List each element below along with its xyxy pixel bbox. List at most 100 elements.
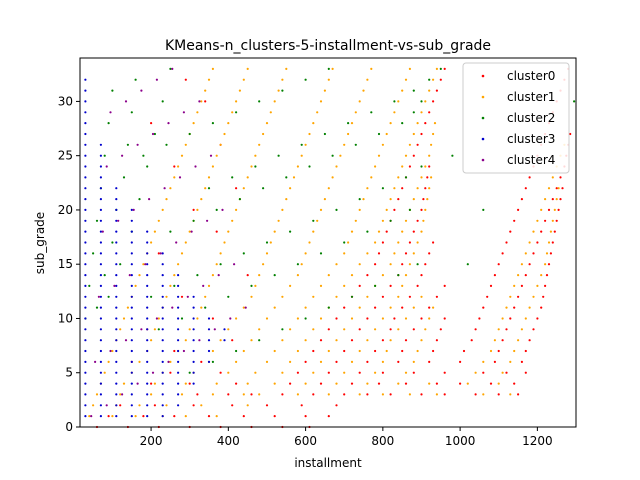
- cluster1-point-155: [138, 274, 141, 277]
- cluster3-point-151: [84, 165, 87, 168]
- cluster3-point-113: [84, 263, 87, 266]
- cluster1-point-286: [343, 143, 346, 146]
- cluster3-point-10: [146, 404, 149, 407]
- cluster1-point-294: [308, 132, 311, 136]
- cluster3-point-13: [84, 393, 87, 396]
- cluster1-point-327: [428, 89, 431, 92]
- y-tick-label-0: 0: [65, 420, 73, 434]
- cluster3-point-35: [192, 371, 195, 374]
- cluster1-point-312: [393, 111, 396, 114]
- cluster3-point-137: [115, 219, 118, 222]
- cluster0-point-10: [173, 415, 176, 418]
- cluster3-point-37: [99, 360, 102, 363]
- cluster1-point-95: [188, 328, 191, 331]
- cluster1-point-270: [401, 165, 404, 168]
- cluster1-point-52: [474, 371, 477, 374]
- cluster1-point-92: [517, 339, 520, 342]
- cluster3-point-115: [115, 263, 118, 266]
- cluster0-point-8: [107, 415, 110, 418]
- cluster1-point-39: [466, 382, 469, 385]
- cluster1-point-275: [254, 154, 257, 157]
- cluster3-point-155: [84, 143, 87, 146]
- cluster1-point-48: [312, 371, 315, 374]
- cluster1-point-54: [107, 360, 110, 363]
- cluster4-point-3: [136, 382, 139, 385]
- cluster0-point-119: [401, 263, 404, 266]
- cluster0-point-121: [497, 263, 500, 266]
- cluster0-point-86: [420, 317, 423, 320]
- cluster0-point-14: [304, 415, 307, 418]
- cluster0-point-105: [358, 284, 361, 287]
- cluster0-point-139: [540, 230, 543, 233]
- cluster0-point-128: [532, 252, 535, 255]
- cluster1-point-323: [277, 89, 280, 92]
- cluster1-point-265: [211, 165, 214, 168]
- cluster0-point-88: [478, 317, 481, 320]
- cluster1-point-47: [281, 371, 284, 374]
- cluster1-point-225: [319, 208, 323, 211]
- cluster1-point-31: [215, 382, 218, 385]
- cluster3-point-17: [146, 393, 149, 396]
- cluster1-point-109: [235, 317, 238, 320]
- cluster2-point-68: [281, 89, 284, 92]
- cluster3-point-0: [84, 415, 87, 418]
- cluster1-point-137: [312, 295, 315, 298]
- cluster1-point-29: [153, 382, 156, 385]
- cluster3-point-97: [177, 295, 180, 298]
- cluster3-point-42: [177, 360, 180, 363]
- cluster1-point-114: [381, 317, 384, 320]
- cluster2-point-85: [277, 154, 280, 157]
- cluster0-point-200: [173, 349, 176, 353]
- cluster3-point-159: [84, 111, 87, 114]
- cluster1-point-304: [389, 122, 392, 125]
- cluster3-point-46: [99, 349, 102, 353]
- cluster0-point-154: [551, 198, 554, 201]
- cluster0-point-130: [381, 241, 384, 244]
- x-tick-label-400: 400: [217, 434, 240, 448]
- cluster1-point-138: [335, 295, 338, 298]
- cluster1-point-266: [250, 165, 253, 168]
- cluster0-point-35: [350, 382, 354, 385]
- cluster3-point-63: [223, 339, 226, 342]
- cluster0-point-78: [412, 328, 415, 331]
- cluster2-point-28: [242, 252, 245, 255]
- cluster1-point-123: [273, 306, 276, 309]
- cluster0-point-118: [374, 263, 377, 266]
- cluster0-point-199: [200, 360, 203, 363]
- cluster1-point-271: [424, 165, 427, 168]
- cluster1-point-277: [339, 154, 342, 157]
- cluster1-point-99: [312, 328, 315, 331]
- cluster1-point-232: [165, 198, 168, 201]
- cluster0-point-80: [474, 328, 477, 331]
- cluster0-point-92: [374, 306, 377, 309]
- cluster2-point-92: [428, 78, 431, 81]
- cluster0-point-25: [343, 393, 346, 396]
- cluster0-point-191: [227, 393, 230, 396]
- cluster2-point-95: [482, 208, 485, 211]
- cluster1-point-183: [366, 252, 369, 255]
- cluster1-point-330: [281, 78, 284, 81]
- cluster1-point-64: [412, 360, 415, 363]
- cluster1-point-159: [296, 274, 299, 277]
- cluster0-point-125: [404, 252, 408, 255]
- cluster1-point-331: [327, 78, 330, 81]
- cluster3-point-83: [84, 306, 87, 309]
- cluster1-point-66: [509, 360, 512, 363]
- cluster2-point-7: [111, 241, 114, 244]
- y-axis: 0 5 10 15 20 25 30: [58, 94, 80, 434]
- cluster3-point-152: [99, 165, 102, 168]
- cluster1-point-94: [153, 328, 156, 331]
- cluster2-point-25: [173, 284, 176, 287]
- cluster0-point-84: [366, 317, 369, 320]
- cluster1-point-182: [343, 252, 346, 255]
- cluster0-point-18: [192, 404, 195, 407]
- cluster1-point-81: [150, 339, 153, 342]
- cluster1-point-205: [377, 230, 381, 233]
- cluster0-point-188: [443, 67, 446, 70]
- cluster2-point-76: [304, 317, 307, 320]
- cluster2-point-27: [219, 263, 222, 266]
- cluster1-point-6: [92, 404, 95, 407]
- cluster1-point-308: [231, 111, 234, 114]
- cluster1-point-72: [273, 349, 276, 353]
- y-tick-label-5: 5: [65, 366, 73, 380]
